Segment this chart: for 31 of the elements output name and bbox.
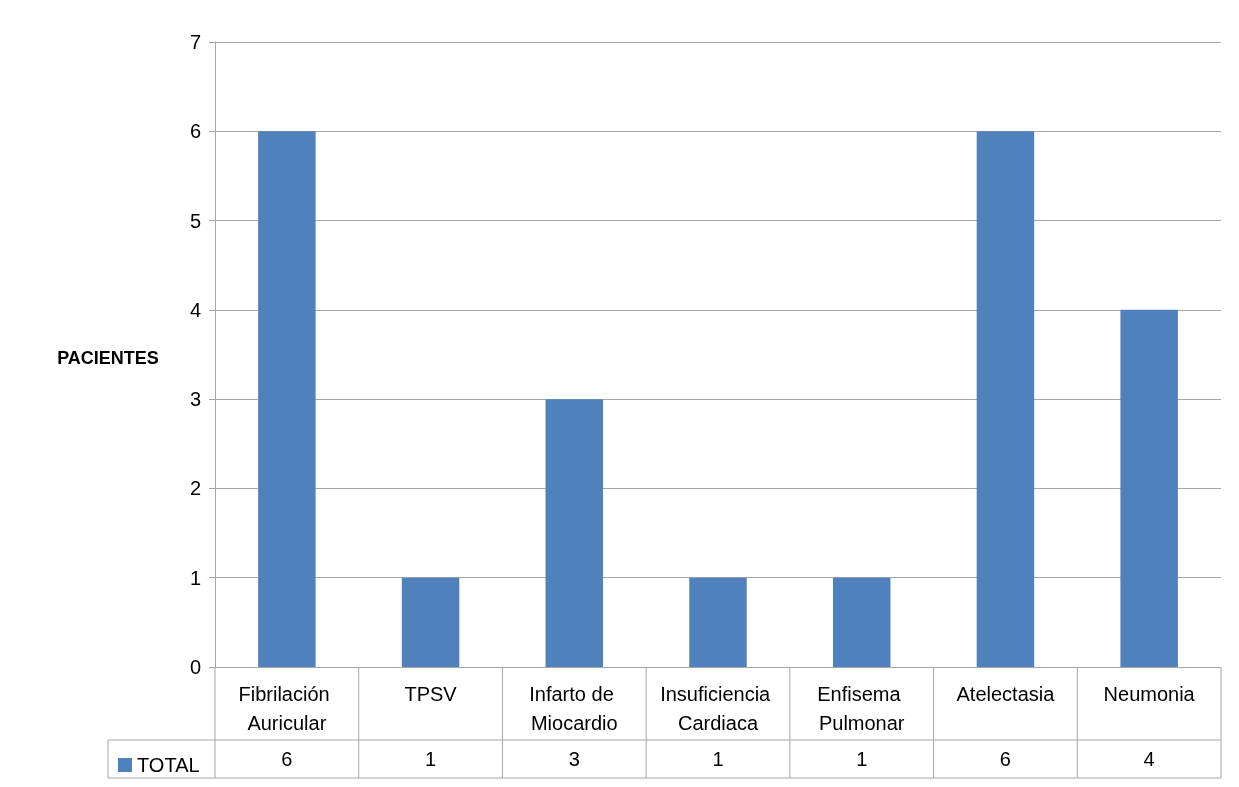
data-label: 3 [568,748,580,770]
y-tick-label: 6 [189,120,201,143]
x-tick-label: Neumonia [1103,682,1196,705]
y-tick-label: 3 [189,388,201,411]
y-axis-title: PACIENTES [57,348,159,368]
data-label: 4 [1143,748,1155,770]
y-tick-label: 1 [189,566,201,589]
bar [545,399,604,667]
y-tick-label: 7 [189,31,201,53]
legend-label: TOTAL [137,754,200,776]
data-label: 6 [999,748,1011,770]
bar [832,577,891,667]
bar [976,131,1035,667]
x-tick-label: TPSV [404,682,458,705]
bar [401,577,460,667]
x-tick-label: Enfisema Pulmonar [817,682,907,734]
bar [1120,309,1178,667]
data-label: 1 [425,748,437,770]
data-label: 1 [712,748,724,770]
y-tick-label: 2 [189,477,201,500]
x-tick-label: Atelectasia [956,682,1056,705]
bar [689,577,747,667]
y-tick-label: 5 [189,209,201,232]
y-tick-label: 0 [189,656,201,678]
x-tick-label: Fibrilación Auricular [238,682,336,734]
x-tick-label: Insuficiencia Cardiaca [660,682,776,734]
x-tick-label: Infarto de Miocardio [529,682,620,734]
data-label: 1 [856,748,868,770]
data-label: 6 [281,748,293,770]
y-tick-label: 4 [189,298,201,321]
bar [258,131,316,667]
